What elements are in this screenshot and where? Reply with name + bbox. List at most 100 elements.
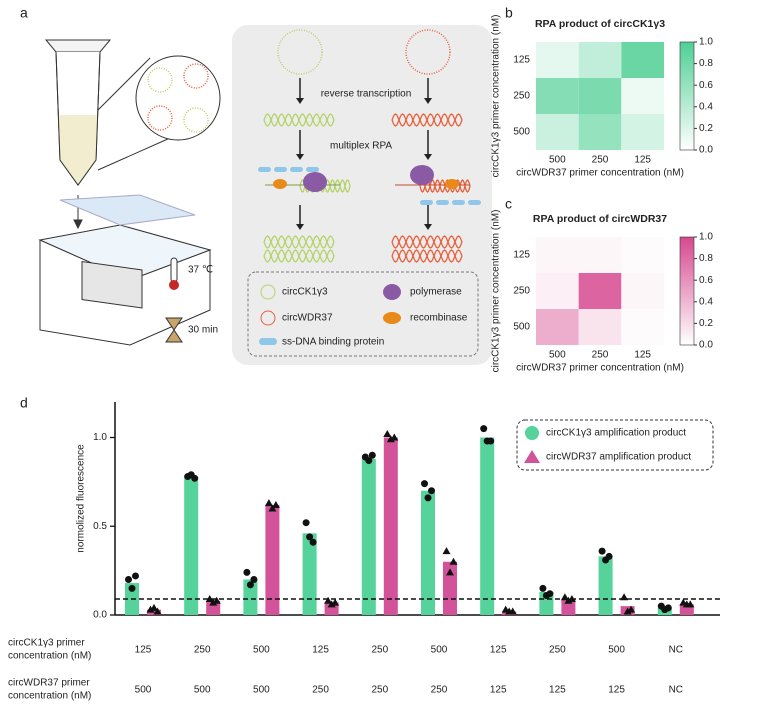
time: 30 min	[188, 325, 218, 336]
y-tick-label: 500	[513, 322, 530, 333]
heatmap-cell	[578, 42, 622, 78]
data-point	[264, 499, 273, 507]
ssb-protein	[468, 200, 481, 205]
bar	[265, 504, 280, 615]
colorbar-tick-label: 0.2	[699, 318, 713, 329]
thermometer-icon	[169, 257, 179, 290]
heatmap-cell	[536, 273, 579, 309]
data-point	[327, 600, 336, 608]
polymerase	[303, 172, 327, 192]
bar	[679, 604, 694, 615]
data-point	[424, 494, 432, 502]
legend-icon	[383, 284, 401, 300]
heatmap-cell	[621, 78, 664, 114]
category-label: 500	[253, 685, 270, 696]
data-point	[302, 519, 310, 527]
data-point	[386, 435, 395, 443]
colorbar-tick-label: 1.0	[699, 37, 713, 48]
legend-label: circCK1γ3	[282, 287, 328, 298]
bar	[324, 602, 339, 615]
chart-title: RPA product of circWDR37	[533, 213, 667, 225]
data-point	[664, 604, 672, 612]
data-point	[539, 584, 547, 592]
data-point	[243, 568, 251, 576]
data-point	[623, 607, 632, 615]
panel-label: b	[505, 5, 513, 21]
data-point	[331, 598, 340, 606]
panel-label: d	[20, 395, 28, 411]
ssb-protein	[420, 200, 433, 205]
bar	[421, 490, 435, 615]
data-point	[428, 487, 435, 495]
row-label: concentration (nM)	[8, 691, 91, 702]
y-axis-label: circCK1γ3 primer concentration (nM)	[491, 15, 502, 178]
colorbar-tick-label: 0.0	[699, 145, 713, 156]
data-point	[564, 596, 573, 604]
category-label: 125	[312, 645, 329, 656]
legend-label: ss-DNA binding protein	[282, 337, 384, 348]
bar	[184, 476, 199, 615]
category-label: 500	[608, 645, 625, 656]
polymerase	[410, 165, 434, 185]
y-tick-label: 125	[513, 250, 530, 261]
category-label: 250	[312, 685, 329, 696]
arrow-head	[296, 98, 304, 104]
data-point	[153, 607, 162, 615]
data-point	[449, 557, 458, 565]
heatmap-cell	[578, 78, 622, 114]
colorbar-tick-label: 0.6	[699, 80, 713, 91]
legend-label: recombinase	[410, 313, 468, 324]
ssb-protein	[452, 200, 465, 205]
y-tick-label: 125	[513, 55, 530, 66]
legend-label: polymerase	[410, 287, 462, 298]
colorbar-tick-label: 0.2	[699, 123, 713, 134]
y-tick-label: 0.0	[93, 610, 107, 621]
heatmap-cell	[536, 237, 579, 273]
category-label: 125	[135, 645, 152, 656]
data-point	[365, 457, 373, 465]
heatmap-cell	[536, 78, 579, 114]
data-point	[383, 429, 392, 437]
colorbar-tick-label: 0.6	[699, 275, 713, 286]
data-point	[209, 598, 218, 606]
data-point	[125, 576, 132, 583]
category-label: 250	[549, 645, 566, 656]
colorbar-tick-label: 0.4	[699, 101, 713, 112]
heatmap-cell	[536, 42, 579, 78]
hourglass-icon	[165, 317, 183, 343]
data-point	[627, 605, 636, 613]
arrow-head	[424, 154, 432, 160]
circ-rna	[183, 63, 209, 89]
row-label: concentration (nM)	[8, 651, 91, 662]
data-point	[150, 603, 158, 611]
temperature: 37 ℃	[188, 265, 213, 276]
recombinase	[273, 179, 287, 189]
category-label: NC	[669, 645, 683, 656]
heatmap-cell	[621, 114, 664, 150]
y-tick-label: 0.5	[93, 521, 107, 532]
category-label: 250	[431, 685, 448, 696]
y-tick-label: 250	[513, 91, 530, 102]
data-point	[446, 568, 454, 576]
recombinase	[445, 179, 459, 189]
bar	[383, 437, 398, 615]
dna-helix	[263, 249, 335, 263]
legend-marker	[525, 426, 539, 440]
data-point	[250, 576, 258, 583]
category-label: 125	[549, 685, 566, 696]
circ-rna	[405, 29, 451, 75]
colorbar-tick-label: 0.8	[699, 253, 713, 264]
data-point	[686, 600, 695, 608]
bar	[302, 533, 317, 615]
process-box	[232, 25, 492, 365]
data-point	[368, 451, 376, 459]
data-point	[246, 581, 254, 589]
data-point	[306, 533, 314, 541]
ssb-protein	[290, 167, 303, 172]
bar	[539, 591, 554, 615]
ssb-protein	[436, 200, 449, 205]
y-tick-label: 250	[513, 286, 530, 297]
category-label: 125	[490, 685, 507, 696]
data-point	[487, 437, 495, 445]
x-axis-label: circWDR37 primer concentration (nM)	[516, 168, 684, 179]
